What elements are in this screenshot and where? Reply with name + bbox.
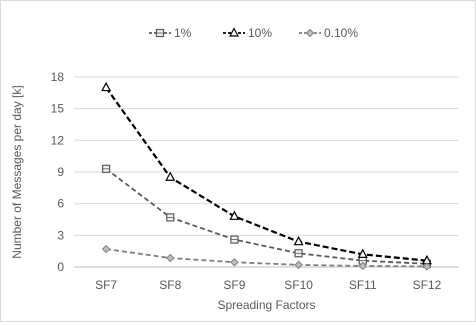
line-chart: 0 3 6 9 12 15 18 SF7 SF8 SF9 SF10 SF11 SF12 1% 10% 0.…: [10, 26, 459, 312]
x-tick-labels: SF7 SF8 SF9 SF10 SF11 SF12: [95, 278, 442, 292]
series-1-point-sf10: [294, 249, 303, 258]
y-tick-labels: 0 3 6 9 12 15 18: [51, 70, 65, 274]
series-line-1: [105, 168, 427, 265]
legend-marker-3: [305, 28, 315, 38]
y-tick-6: 6: [57, 197, 64, 211]
legend-label-1: 1%: [174, 26, 192, 40]
y-tick-15: 15: [51, 102, 65, 116]
legend-label-3: 0.10%: [324, 26, 358, 40]
series-1-point-sf8: [166, 213, 175, 222]
series-1-point-sf9: [230, 235, 239, 244]
series-line-3: [105, 248, 427, 268]
legend-marker-1: [155, 28, 165, 38]
series-line-2: [105, 86, 428, 262]
x-tick-sf9: SF9: [223, 278, 245, 292]
y-tick-3: 3: [57, 228, 64, 242]
x-tick-sf12: SF12: [413, 278, 442, 292]
x-tick-sf7: SF7: [95, 278, 117, 292]
series-2-point-sf10: [293, 235, 304, 246]
y-tick-9: 9: [57, 165, 64, 179]
y-tick-12: 12: [51, 133, 65, 147]
series-3-point-sf9: [230, 258, 239, 267]
x-tick-sf8: SF8: [159, 278, 181, 292]
series-2-point-sf9: [229, 210, 240, 220]
series-3-point-sf8: [166, 253, 175, 263]
y-tick-18: 18: [51, 70, 65, 84]
series-3-point-sf12: [422, 262, 432, 271]
series-2-point-sf7: [101, 81, 112, 92]
series-2-point-sf8: [165, 171, 176, 181]
x-axis-label: Spreading Factors: [217, 298, 315, 312]
legend-marker-2: [229, 27, 239, 37]
series-3-point-sf10: [294, 260, 303, 270]
series-3-point-sf11: [358, 261, 367, 271]
series-1-point-sf7: [101, 164, 111, 173]
series-group: [101, 81, 432, 271]
series-2-point-sf11: [357, 248, 368, 258]
y-tick-0: 0: [57, 260, 64, 274]
y-axis-label: Number of Messages per day [k]: [10, 85, 24, 258]
legend: 1% 10% 0.10%: [149, 26, 358, 40]
series-3-point-sf7: [101, 244, 111, 254]
x-tick-sf10: SF10: [284, 278, 313, 292]
legend-label-2: 10%: [248, 26, 272, 40]
x-tick-sf11: SF11: [349, 278, 377, 292]
grid-lines: [74, 76, 459, 236]
